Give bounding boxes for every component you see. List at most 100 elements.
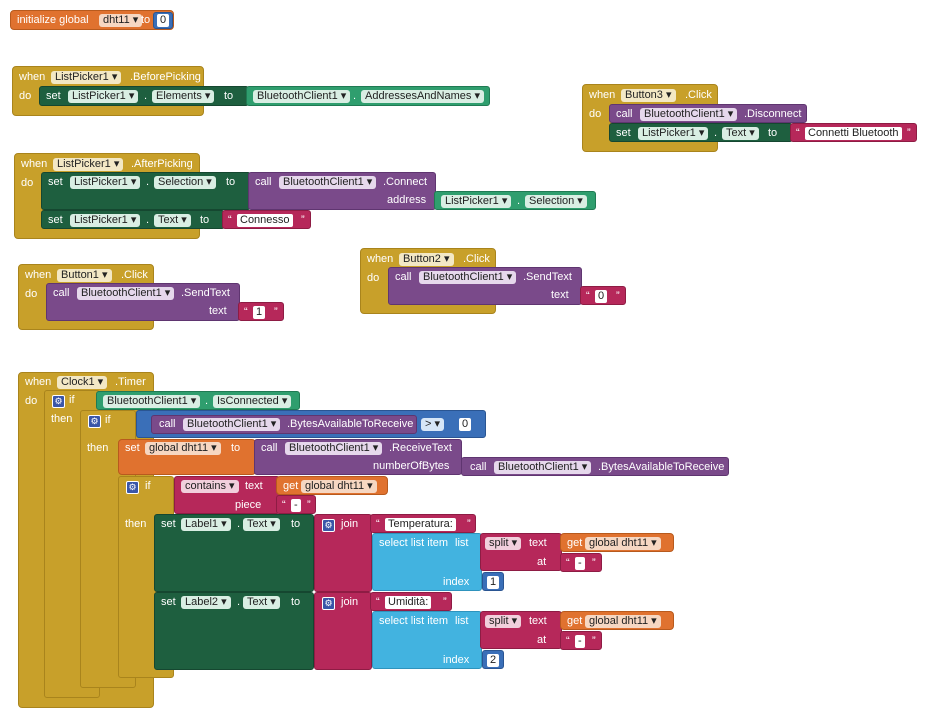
set-component-dropdown[interactable]: ListPicker1 ▾: [68, 90, 139, 103]
getter-property-dropdown[interactable]: IsConnected ▾: [213, 395, 292, 408]
mutator-gear-icon[interactable]: ⚙: [322, 519, 335, 532]
isconnected-getter[interactable]: BluetoothClient1 ▾ . IsConnected ▾: [96, 391, 300, 410]
selection-getter[interactable]: ListPicker1 ▾ . Selection ▾: [434, 191, 596, 210]
getter-property-dropdown[interactable]: AddressesAndNames ▾: [361, 90, 484, 103]
set-elements-block[interactable]: set ListPicker1 ▾ . Elements ▾ to: [39, 86, 249, 106]
set-global-block[interactable]: set global dht11 ▾ to: [118, 439, 256, 475]
set-property-dropdown[interactable]: Text ▾: [243, 596, 280, 609]
split-dropdown[interactable]: split ▾: [485, 537, 522, 550]
string-value[interactable]: -: [575, 557, 585, 570]
contains-dropdown[interactable]: contains ▾: [181, 480, 239, 493]
getter-component-dropdown[interactable]: ListPicker1 ▾: [441, 195, 512, 208]
set-component-dropdown[interactable]: ListPicker1 ▾: [70, 176, 141, 189]
init-global-block[interactable]: initialize global dht11 ▾ to 0: [10, 10, 174, 30]
string-literal-block[interactable]: “ 0 ”: [580, 286, 626, 305]
addresses-names-getter[interactable]: BluetoothClient1 ▾ . AddressesAndNames ▾: [246, 86, 490, 106]
join-block[interactable]: ⚙ join: [314, 592, 372, 670]
call-component-dropdown[interactable]: BluetoothClient1 ▾: [77, 287, 175, 300]
getter-component-dropdown[interactable]: BluetoothClient1 ▾: [253, 90, 351, 103]
call-component-dropdown[interactable]: BluetoothClient1 ▾: [183, 418, 281, 431]
string-value[interactable]: Connetti Bluetooth: [805, 127, 902, 140]
sendtext-call-block[interactable]: call BluetoothClient1 ▾ .SendText text: [388, 267, 582, 305]
string-literal-block[interactable]: “ - ”: [560, 631, 602, 650]
string-literal-block[interactable]: “ Umidità: ”: [370, 592, 452, 611]
get-global-block[interactable]: get global dht11 ▾: [560, 533, 674, 552]
to-label: to: [224, 90, 234, 102]
string-value[interactable]: -: [291, 499, 301, 512]
string-value[interactable]: Temperatura:: [385, 518, 456, 531]
set-label1-block[interactable]: set Label1 ▾ . Text ▾ to: [154, 514, 314, 592]
connect-call-block[interactable]: call BluetoothClient1 ▾ .Connect address: [248, 172, 436, 210]
set-property-dropdown[interactable]: Text ▾: [154, 214, 191, 227]
string-literal-block[interactable]: “ - ”: [276, 495, 316, 514]
compare-block[interactable]: call BluetoothClient1 ▾ .BytesAvailableT…: [136, 410, 486, 438]
set-property-dropdown[interactable]: Text ▾: [243, 518, 280, 531]
set-property-dropdown[interactable]: Selection ▾: [154, 176, 216, 189]
set-property-dropdown[interactable]: Elements ▾: [152, 90, 215, 103]
get-global-block[interactable]: get global dht11 ▾: [560, 611, 674, 630]
getter-property-dropdown[interactable]: Selection ▾: [525, 195, 587, 208]
set-property-dropdown[interactable]: Text ▾: [722, 127, 759, 140]
number-value[interactable]: 1: [487, 576, 500, 589]
call-component-dropdown[interactable]: BluetoothClient1 ▾: [419, 271, 517, 284]
number-block[interactable]: 1: [482, 572, 504, 591]
call-component-dropdown[interactable]: BluetoothClient1 ▾: [640, 108, 738, 121]
getter-component-dropdown[interactable]: BluetoothClient1 ▾: [103, 395, 201, 408]
event-component-dropdown[interactable]: Button2 ▾: [399, 253, 454, 266]
event-component-dropdown[interactable]: ListPicker1 ▾: [51, 71, 122, 84]
receive-text-call-block[interactable]: call BluetoothClient1 ▾ .ReceiveText num…: [254, 439, 462, 475]
event-component-dropdown[interactable]: ListPicker1 ▾: [53, 158, 124, 171]
mutator-gear-icon[interactable]: ⚙: [88, 415, 101, 428]
split-dropdown[interactable]: split ▾: [485, 615, 522, 628]
number-value[interactable]: 2: [487, 654, 500, 667]
get-global-block[interactable]: get global dht11 ▾: [276, 476, 388, 495]
init-number-block[interactable]: 0: [153, 12, 173, 29]
string-literal-block[interactable]: “ Connetti Bluetooth ”: [790, 123, 917, 142]
call-component-dropdown[interactable]: BluetoothClient1 ▾: [285, 442, 383, 455]
number-block[interactable]: 2: [482, 650, 504, 669]
bytes-available-call[interactable]: call BluetoothClient1 ▾ .BytesAvailableT…: [461, 457, 729, 476]
join-block[interactable]: ⚙ join: [314, 514, 372, 592]
set-text-block[interactable]: set ListPicker1 ▾ . Text ▾ to: [609, 123, 793, 142]
string-literal-block[interactable]: “ Connesso ”: [222, 210, 311, 229]
quote-close: ”: [301, 214, 305, 226]
string-literal-block[interactable]: “ - ”: [560, 553, 602, 572]
split-block[interactable]: split ▾ text at: [480, 611, 562, 649]
event-component-dropdown[interactable]: Button3 ▾: [621, 89, 676, 102]
variable-dropdown[interactable]: global dht11 ▾: [585, 615, 661, 628]
select-list-item-block[interactable]: select list item list index: [372, 611, 482, 669]
set-component-dropdown[interactable]: ListPicker1 ▾: [638, 127, 709, 140]
variable-dropdown[interactable]: global dht11 ▾: [145, 442, 221, 455]
set-selection-block[interactable]: set ListPicker1 ▾ . Selection ▾ to: [41, 172, 251, 210]
event-component-dropdown[interactable]: Button1 ▾: [57, 269, 112, 282]
event-component-dropdown[interactable]: Clock1 ▾: [57, 376, 108, 389]
comparison-operator-dropdown[interactable]: > ▾: [421, 418, 445, 431]
call-component-dropdown[interactable]: BluetoothClient1 ▾: [494, 461, 592, 474]
call-component-dropdown[interactable]: BluetoothClient1 ▾: [279, 176, 377, 189]
string-value[interactable]: 0: [595, 290, 608, 303]
string-value[interactable]: Umidità:: [385, 596, 432, 609]
set-label2-block[interactable]: set Label2 ▾ . Text ▾ to: [154, 592, 314, 670]
set-text-connesso-block[interactable]: set ListPicker1 ▾ . Text ▾ to: [41, 210, 225, 229]
split-block[interactable]: split ▾ text at: [480, 533, 562, 571]
contains-block[interactable]: contains ▾ text piece: [174, 476, 280, 514]
string-value[interactable]: -: [575, 635, 585, 648]
init-number-value[interactable]: 0: [157, 14, 170, 27]
init-var-name[interactable]: dht11 ▾: [99, 14, 143, 27]
string-value[interactable]: Connesso: [237, 214, 293, 227]
set-component-dropdown[interactable]: Label1 ▾: [181, 518, 231, 531]
variable-dropdown[interactable]: global dht11 ▾: [585, 537, 661, 550]
set-component-dropdown[interactable]: ListPicker1 ▾: [70, 214, 141, 227]
variable-dropdown[interactable]: global dht11 ▾: [301, 480, 377, 493]
number-value[interactable]: 0: [459, 418, 472, 431]
string-literal-block[interactable]: “ 1 ”: [238, 302, 284, 321]
mutator-gear-icon[interactable]: ⚙: [322, 597, 335, 610]
sendtext-call-block[interactable]: call BluetoothClient1 ▾ .SendText text: [46, 283, 240, 321]
mutator-gear-icon[interactable]: ⚙: [126, 481, 139, 494]
string-value[interactable]: 1: [253, 306, 266, 319]
disconnect-call-block[interactable]: call BluetoothClient1 ▾ .Disconnect: [609, 104, 807, 123]
set-component-dropdown[interactable]: Label2 ▾: [181, 596, 231, 609]
mutator-gear-icon[interactable]: ⚙: [52, 395, 65, 408]
select-list-item-block[interactable]: select list item list index: [372, 533, 482, 591]
string-literal-block[interactable]: “ Temperatura: ”: [370, 514, 476, 533]
